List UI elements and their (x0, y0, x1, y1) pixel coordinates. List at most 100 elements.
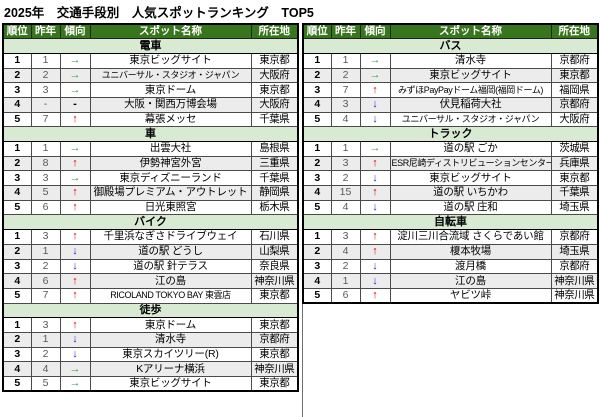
table-row: 4 4 → Kアリーナ横浜 神奈川県 (2, 361, 299, 377)
location-cell: 茨城県 (550, 141, 599, 157)
trend-icon: - (59, 96, 91, 113)
last-year-cell: 6 (330, 287, 361, 304)
rank-cell: 2 (302, 243, 332, 260)
rank-cell: 3 (302, 258, 332, 275)
table-row: 5 6 ↑ ヤビツ峠 神奈川県 (302, 287, 599, 304)
column-header-location: 所在地 (550, 23, 599, 40)
table-row: 3 2 ↓ 渡月橋 京都府 (302, 258, 599, 275)
location-cell: 埼玉県 (550, 199, 599, 216)
section-header-row: バイク (2, 214, 299, 231)
spot-name-cell: ユニバーサル・スタジオ・ジャパン (389, 111, 552, 128)
trend-icon: ↑ (59, 199, 91, 216)
rank-cell: 5 (2, 376, 32, 392)
rank-cell: 1 (2, 52, 32, 69)
table-row: 2 8 ↑ 伊勢神宮外宮 三重県 (2, 155, 299, 172)
trend-icon: ↑ (59, 229, 91, 245)
last-year-cell: 1 (330, 52, 361, 69)
table-row: 4 5 ↑ 御殿場プレミアム・アウトレット 静岡県 (2, 185, 299, 201)
location-cell: 京都府 (550, 258, 599, 275)
location-cell: 神奈川県 (250, 361, 299, 377)
location-cell: 大阪府 (550, 111, 599, 128)
table-row: 5 5 → 東京ビッグサイト 東京都 (2, 376, 299, 392)
last-year-cell: 3 (30, 170, 61, 187)
table-row: 4 3 ↓ 伏見稲荷大社 京都府 (302, 96, 599, 113)
location-cell: 京都府 (250, 331, 299, 348)
spot-name-cell: 江の島 (389, 273, 552, 289)
column-header-last-year: 昨年 (330, 23, 361, 40)
rank-cell: 2 (2, 155, 32, 172)
last-year-cell: 2 (30, 258, 61, 275)
trend-icon: ↓ (59, 243, 91, 260)
rank-cell: 1 (302, 52, 332, 69)
trend-icon: → (59, 170, 91, 187)
last-year-cell: 3 (30, 82, 61, 98)
table-row: 5 4 ↓ 道の駅 庄和 埼玉県 (302, 199, 599, 216)
section-title: バス (302, 38, 599, 54)
last-year-cell: 1 (30, 243, 61, 260)
last-year-cell: 7 (330, 82, 361, 98)
last-year-cell: 4 (330, 199, 361, 216)
trend-icon: ↓ (59, 346, 91, 363)
last-year-cell: 8 (30, 155, 61, 172)
last-year-cell: 1 (30, 331, 61, 348)
spot-name-cell: 千里浜なぎさドライブウェイ (89, 229, 252, 245)
location-cell: 大阪府 (250, 67, 299, 84)
table-row: 5 7 ↑ RICOLAND TOKYO BAY 東雲店 東京都 (2, 287, 299, 304)
trend-icon: → (59, 52, 91, 69)
rank-cell: 5 (302, 199, 332, 216)
table-row: 2 4 ↑ 榎本牧場 埼玉県 (302, 243, 599, 260)
section-title: 徒歩 (2, 302, 299, 319)
trend-icon: → (359, 67, 391, 84)
spot-name-cell: 道の駅 針テラス (89, 258, 252, 275)
location-cell: 京都府 (550, 229, 599, 245)
rank-cell: 5 (2, 287, 32, 304)
last-year-cell: 15 (330, 185, 361, 201)
rank-cell: 2 (302, 155, 332, 172)
trend-icon: ↑ (59, 185, 91, 201)
location-cell: 東京都 (550, 170, 599, 187)
rank-cell: 1 (2, 229, 32, 245)
spot-name-cell: ヤビツ峠 (389, 287, 552, 304)
tables-container: 順位 昨年 傾向 スポット名称 所在地 電車 1 1 → 東京ビッグサイト 東京都 2 2 → ユ… (2, 23, 600, 417)
section-header-row: バス (302, 38, 599, 54)
table-left-border-extension (302, 304, 303, 417)
spot-name-cell: 清水寺 (389, 52, 552, 69)
last-year-cell: 1 (330, 141, 361, 157)
rank-cell: 1 (2, 141, 32, 157)
section-header-row: トラック (302, 126, 599, 142)
last-year-cell: 2 (30, 67, 61, 84)
rank-cell: 4 (2, 185, 32, 201)
trend-icon: ↑ (359, 155, 391, 172)
table-row: 4 15 ↑ 道の駅 いちかわ 千葉県 (302, 185, 599, 201)
location-cell: 埼玉県 (550, 243, 599, 260)
last-year-cell: 6 (30, 199, 61, 216)
trend-icon: ↑ (359, 229, 391, 245)
spot-name-cell: 東京ドーム (89, 317, 252, 333)
table-row: 1 1 → 出雲大社 島根県 (2, 141, 299, 157)
trend-icon: → (359, 52, 391, 69)
location-cell: 東京都 (250, 82, 299, 98)
rank-cell: 4 (2, 273, 32, 289)
location-cell: 大阪府 (250, 96, 299, 113)
rank-cell: 3 (2, 258, 32, 275)
spot-name-cell: 日光東照宮 (89, 199, 252, 216)
spot-name-cell: 伏見稲荷大社 (389, 96, 552, 113)
table-row: 3 3 → 東京ドーム 東京都 (2, 82, 299, 98)
rank-cell: 2 (302, 67, 332, 84)
spot-name-cell: 東京ビッグサイト (89, 52, 252, 69)
spot-name-cell: 伊勢神宮外宮 (89, 155, 252, 172)
rank-cell: 4 (302, 273, 332, 289)
column-header-rank: 順位 (2, 23, 32, 40)
section-header-row: 自転車 (302, 214, 599, 231)
trend-icon: ↑ (59, 273, 91, 289)
last-year-cell: 4 (330, 243, 361, 260)
table-row: 2 3 ↑ ESR尼崎ディストリビューションセンター 兵庫県 (302, 155, 599, 172)
trend-icon: → (59, 67, 91, 84)
table-row: 2 2 → ユニバーサル・スタジオ・ジャパン 大阪府 (2, 67, 299, 84)
location-cell: 奈良県 (250, 258, 299, 275)
location-cell: 東京都 (250, 317, 299, 333)
last-year-cell: 1 (30, 52, 61, 69)
location-cell: 栃木県 (250, 199, 299, 216)
trend-icon: ↑ (59, 111, 91, 128)
